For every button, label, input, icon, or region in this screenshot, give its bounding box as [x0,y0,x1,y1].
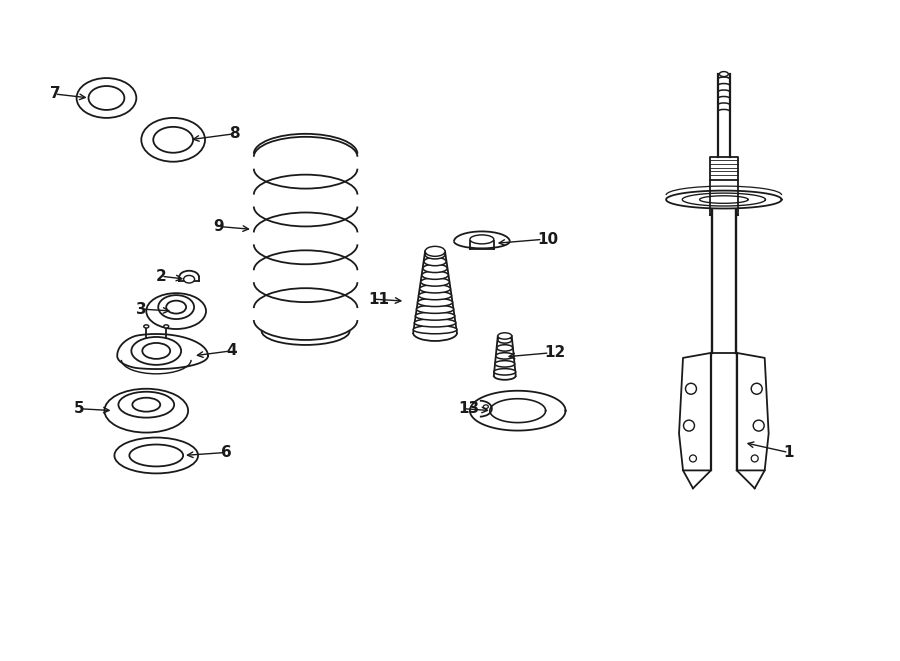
Ellipse shape [425,247,445,256]
Ellipse shape [498,336,512,343]
Polygon shape [490,399,545,422]
Ellipse shape [719,71,728,77]
Polygon shape [737,353,769,471]
Text: 3: 3 [136,301,147,317]
Polygon shape [710,157,738,180]
Text: 9: 9 [213,219,223,234]
Ellipse shape [144,325,148,328]
Text: 2: 2 [157,269,167,284]
Ellipse shape [164,325,168,328]
Text: 13: 13 [458,401,479,416]
Ellipse shape [414,319,456,327]
Ellipse shape [423,264,447,272]
Ellipse shape [498,332,512,339]
Ellipse shape [483,405,489,408]
Ellipse shape [119,392,175,418]
Polygon shape [711,353,737,471]
Ellipse shape [418,298,453,307]
Circle shape [752,383,762,394]
Ellipse shape [496,353,514,359]
Circle shape [689,455,697,462]
Ellipse shape [425,251,445,259]
Ellipse shape [153,127,194,153]
Circle shape [752,455,758,462]
Ellipse shape [114,438,198,473]
Ellipse shape [147,293,206,329]
Polygon shape [470,391,565,430]
Text: 11: 11 [368,292,390,307]
Ellipse shape [419,285,451,293]
Circle shape [753,420,764,431]
Text: 10: 10 [537,232,559,247]
Ellipse shape [495,361,515,367]
Ellipse shape [141,118,205,162]
Ellipse shape [131,337,181,365]
Ellipse shape [415,312,454,320]
Polygon shape [712,200,736,353]
Ellipse shape [132,398,160,412]
Ellipse shape [497,345,513,351]
Ellipse shape [130,444,183,467]
Polygon shape [117,334,208,369]
Text: 8: 8 [229,126,239,141]
Ellipse shape [421,278,449,286]
Ellipse shape [424,257,446,266]
Text: 1: 1 [784,445,794,460]
Circle shape [683,420,695,431]
Ellipse shape [88,86,124,110]
Ellipse shape [166,301,186,313]
Ellipse shape [142,343,170,359]
Text: 5: 5 [74,401,85,416]
Ellipse shape [76,78,136,118]
Ellipse shape [184,276,194,283]
Ellipse shape [158,295,194,319]
Text: 4: 4 [226,344,237,358]
Ellipse shape [413,325,457,334]
Text: 6: 6 [221,445,231,460]
Polygon shape [666,190,781,208]
Text: 12: 12 [544,346,566,360]
Ellipse shape [417,305,454,313]
Ellipse shape [470,235,494,244]
Ellipse shape [418,292,452,299]
Ellipse shape [494,369,516,375]
Ellipse shape [104,389,188,432]
Circle shape [686,383,697,394]
Text: 7: 7 [50,87,60,102]
Polygon shape [679,353,711,471]
Ellipse shape [422,271,448,280]
